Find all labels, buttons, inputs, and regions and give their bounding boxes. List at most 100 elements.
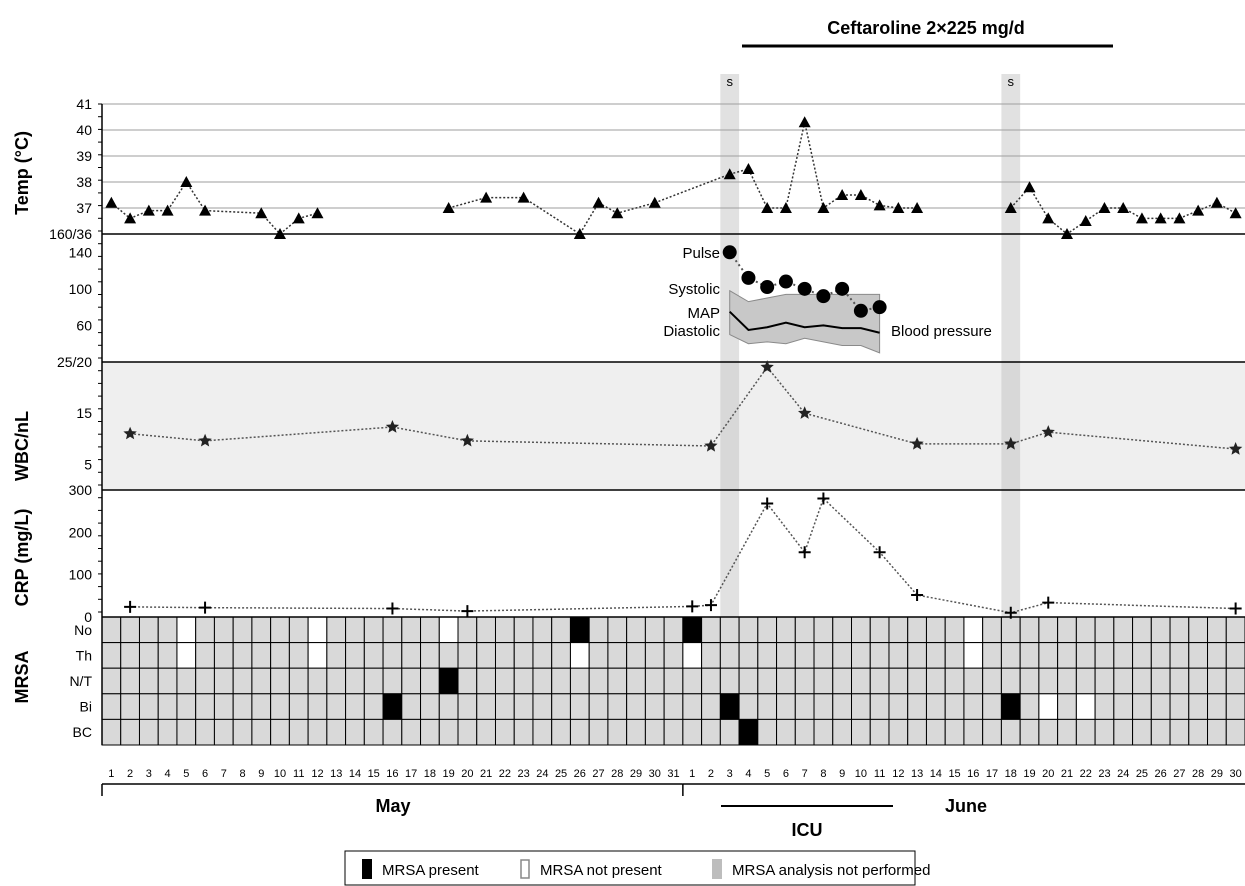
legend-label-present: MRSA present <box>382 862 480 879</box>
mrsa-cell <box>288 667 309 695</box>
mrsa-cell <box>626 718 646 746</box>
mrsa-cell <box>663 667 684 695</box>
temp-point <box>1117 202 1130 213</box>
mrsa-cell <box>1094 667 1115 695</box>
mrsa-cell <box>1169 642 1190 669</box>
mrsa-cell <box>513 667 534 695</box>
wbc-point <box>1229 442 1243 455</box>
legend-swatch-not-performed <box>712 859 722 879</box>
x-tick-label-june: 5 <box>764 768 770 780</box>
text-layer: s s4140393837160/3625/2014010060155300200… <box>12 18 1242 879</box>
mrsa-cell <box>551 718 571 746</box>
mrsa-cell <box>232 642 253 669</box>
mrsa-cell <box>401 616 422 644</box>
mrsa-cell <box>1057 616 1077 644</box>
mrsa-cell <box>869 616 890 644</box>
mrsa-cell <box>907 718 927 746</box>
wbc-axis-title: WBC/nL <box>12 411 32 481</box>
x-tick-label-may: 23 <box>517 768 529 780</box>
mrsa-cell <box>1113 693 1134 720</box>
mrsa-cell <box>101 693 122 720</box>
mrsa-cell <box>326 693 347 720</box>
mrsa-cell <box>776 693 796 720</box>
pulse-point <box>797 281 812 296</box>
mrsa-cell <box>476 616 496 644</box>
mrsa-cell <box>494 667 515 695</box>
mrsa-cell <box>101 616 122 644</box>
mrsa-cell <box>1207 642 1227 669</box>
crp-point <box>798 546 811 559</box>
mrsa-cell <box>588 642 609 669</box>
temp-point <box>311 207 324 219</box>
x-tick-label-may: 25 <box>555 768 567 780</box>
background-layer <box>102 74 1245 745</box>
x-tick-label-may: 6 <box>202 768 208 780</box>
mrsa-cell <box>195 693 215 720</box>
mrsa-cell <box>101 718 122 746</box>
mrsa-cell <box>1038 693 1059 720</box>
wbc-point <box>460 433 474 447</box>
mrsa-cell <box>719 616 740 644</box>
mrsa-cell <box>1094 693 1115 720</box>
map-line <box>729 310 880 334</box>
crp-point <box>1004 606 1017 619</box>
mrsa-cell <box>644 642 665 669</box>
mrsa-cell <box>644 718 665 746</box>
wbc-line <box>130 365 1236 450</box>
mrsa-cell <box>345 642 365 669</box>
pulse-point <box>816 289 831 304</box>
x-tick-label-may: 26 <box>574 768 586 780</box>
mrsa-cell <box>157 693 178 720</box>
mrsa-cell <box>270 616 290 644</box>
mrsa-cell <box>363 616 384 644</box>
x-tick-label-may: 11 <box>293 768 304 780</box>
mrsa-row-label: Th <box>76 647 92 663</box>
mrsa-cell <box>345 693 365 720</box>
mrsa-cell <box>195 718 215 746</box>
mrsa-cell <box>626 616 646 644</box>
mrsa-cell <box>345 718 365 746</box>
mrsa-cell <box>907 667 927 695</box>
mrsa-cell <box>476 667 496 695</box>
mrsa-cell <box>1075 616 1096 644</box>
mrsa-cell <box>1188 693 1209 720</box>
mrsa-row-label: BC <box>73 724 92 740</box>
mrsa-cell <box>382 616 403 644</box>
temp-point <box>161 204 174 216</box>
mrsa-cell <box>982 693 1002 720</box>
mrsa-cell <box>757 642 778 669</box>
mrsa-cell <box>494 693 515 720</box>
temp-point <box>1023 181 1036 193</box>
mrsa-cell <box>663 642 684 669</box>
mrsa-cell <box>532 642 553 669</box>
wbc-point <box>704 439 718 452</box>
x-tick-label-may: 29 <box>630 768 642 780</box>
mrsa-cell <box>195 667 215 695</box>
wbc-tick-label: 15 <box>76 405 92 421</box>
mrsa-cell <box>157 642 178 669</box>
temp-point <box>124 212 137 224</box>
mrsa-cell <box>907 642 927 669</box>
mrsa-cell <box>251 718 272 746</box>
mrsa-cell <box>1207 718 1227 746</box>
mrsa-cell <box>270 667 290 695</box>
mrsa-cell <box>982 642 1002 669</box>
crp-point <box>817 492 830 505</box>
temp-point <box>592 196 605 208</box>
temp-point <box>873 199 886 211</box>
mrsa-cell <box>925 667 946 695</box>
mrsa-cell <box>794 616 815 644</box>
mrsa-cell <box>944 642 965 669</box>
x-tick-label-june: 25 <box>1136 768 1148 780</box>
x-tick-label-june: 6 <box>783 768 789 780</box>
mrsa-cell <box>1188 667 1209 695</box>
mrsa-cell <box>1057 693 1077 720</box>
mrsa-cell <box>813 616 834 644</box>
mrsa-cell <box>288 616 309 644</box>
temp-point <box>255 207 268 219</box>
mrsa-cell <box>213 642 234 669</box>
mrsa-cell <box>944 718 965 746</box>
icu-label: ICU <box>792 820 823 840</box>
crp-point <box>704 599 717 612</box>
mrsa-cell <box>626 667 646 695</box>
